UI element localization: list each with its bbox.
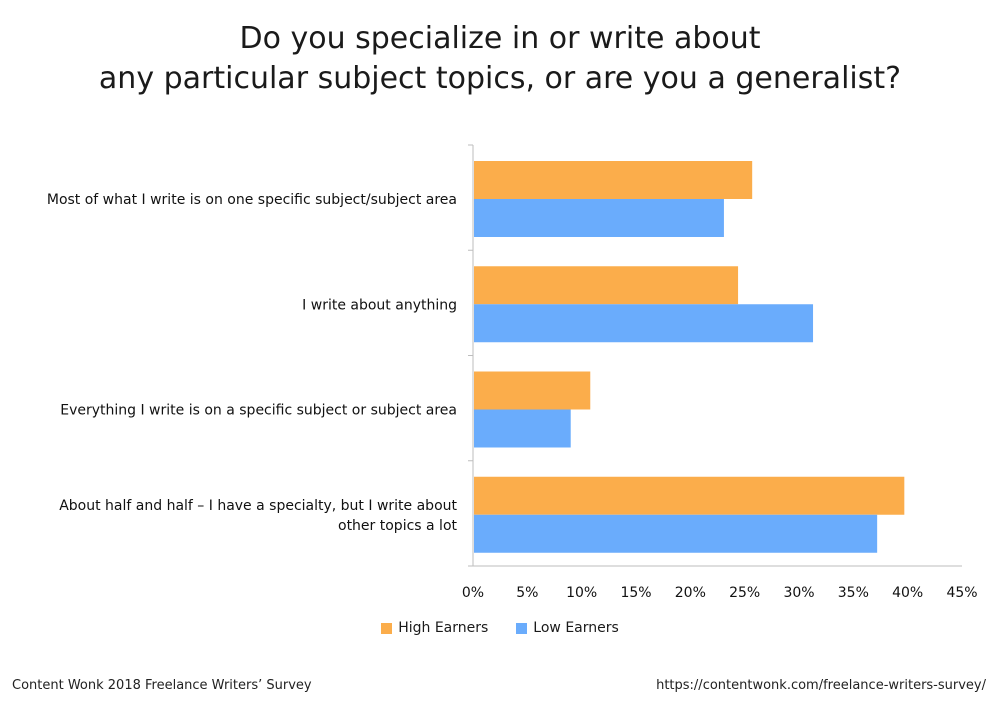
x-tick-label-8: 40%: [892, 585, 923, 601]
category-label-3-line-0: About half and half – I have a specialty…: [59, 498, 457, 514]
x-tick-label-9: 45%: [946, 585, 977, 601]
bar-high-earners-2: [474, 371, 591, 410]
legend-label-high-earners: High Earners: [398, 620, 489, 636]
bar-low-earners-2: [474, 409, 571, 448]
legend: High Earners Low Earners: [0, 620, 1000, 636]
legend-item-high-earners: High Earners: [381, 620, 488, 636]
category-label-1: I write about anything: [302, 297, 457, 313]
x-tick-label-5: 25%: [729, 585, 760, 601]
x-tick-label-3: 15%: [620, 585, 651, 601]
category-label-2: Everything I write is on a specific subj…: [60, 403, 457, 419]
source-credit: Content Wonk 2018 Freelance Writers’ Sur…: [12, 678, 312, 693]
bar-high-earners-3: [474, 476, 905, 515]
chart-title-line-1: Do you specialize in or write about: [239, 21, 761, 56]
category-label-0: Most of what I write is on one specific …: [47, 192, 457, 208]
legend-label-low-earners: Low Earners: [533, 620, 619, 636]
legend-item-low-earners: Low Earners: [516, 620, 619, 636]
bar-low-earners-1: [474, 304, 814, 343]
legend-swatch-low-earners: [516, 622, 528, 634]
x-tick-label-2: 10%: [566, 585, 597, 601]
source-url: https://contentwonk.com/freelance-writer…: [656, 678, 986, 693]
chart-title-line-2: any particular subject topics, or are yo…: [98, 61, 902, 96]
x-tick-label-7: 35%: [838, 585, 869, 601]
bar-high-earners-1: [474, 266, 739, 305]
x-tick-label-6: 30%: [783, 585, 814, 601]
legend-swatch-high-earners: [381, 622, 393, 634]
category-label-3-line-1: other topics a lot: [338, 518, 458, 534]
bar-high-earners-0: [474, 161, 753, 199]
bar-low-earners-0: [474, 199, 724, 237]
x-tick-label-0: 0%: [462, 585, 484, 601]
x-tick-label-4: 20%: [675, 585, 706, 601]
bar-low-earners-3: [474, 514, 878, 553]
x-tick-label-1: 5%: [516, 585, 538, 601]
